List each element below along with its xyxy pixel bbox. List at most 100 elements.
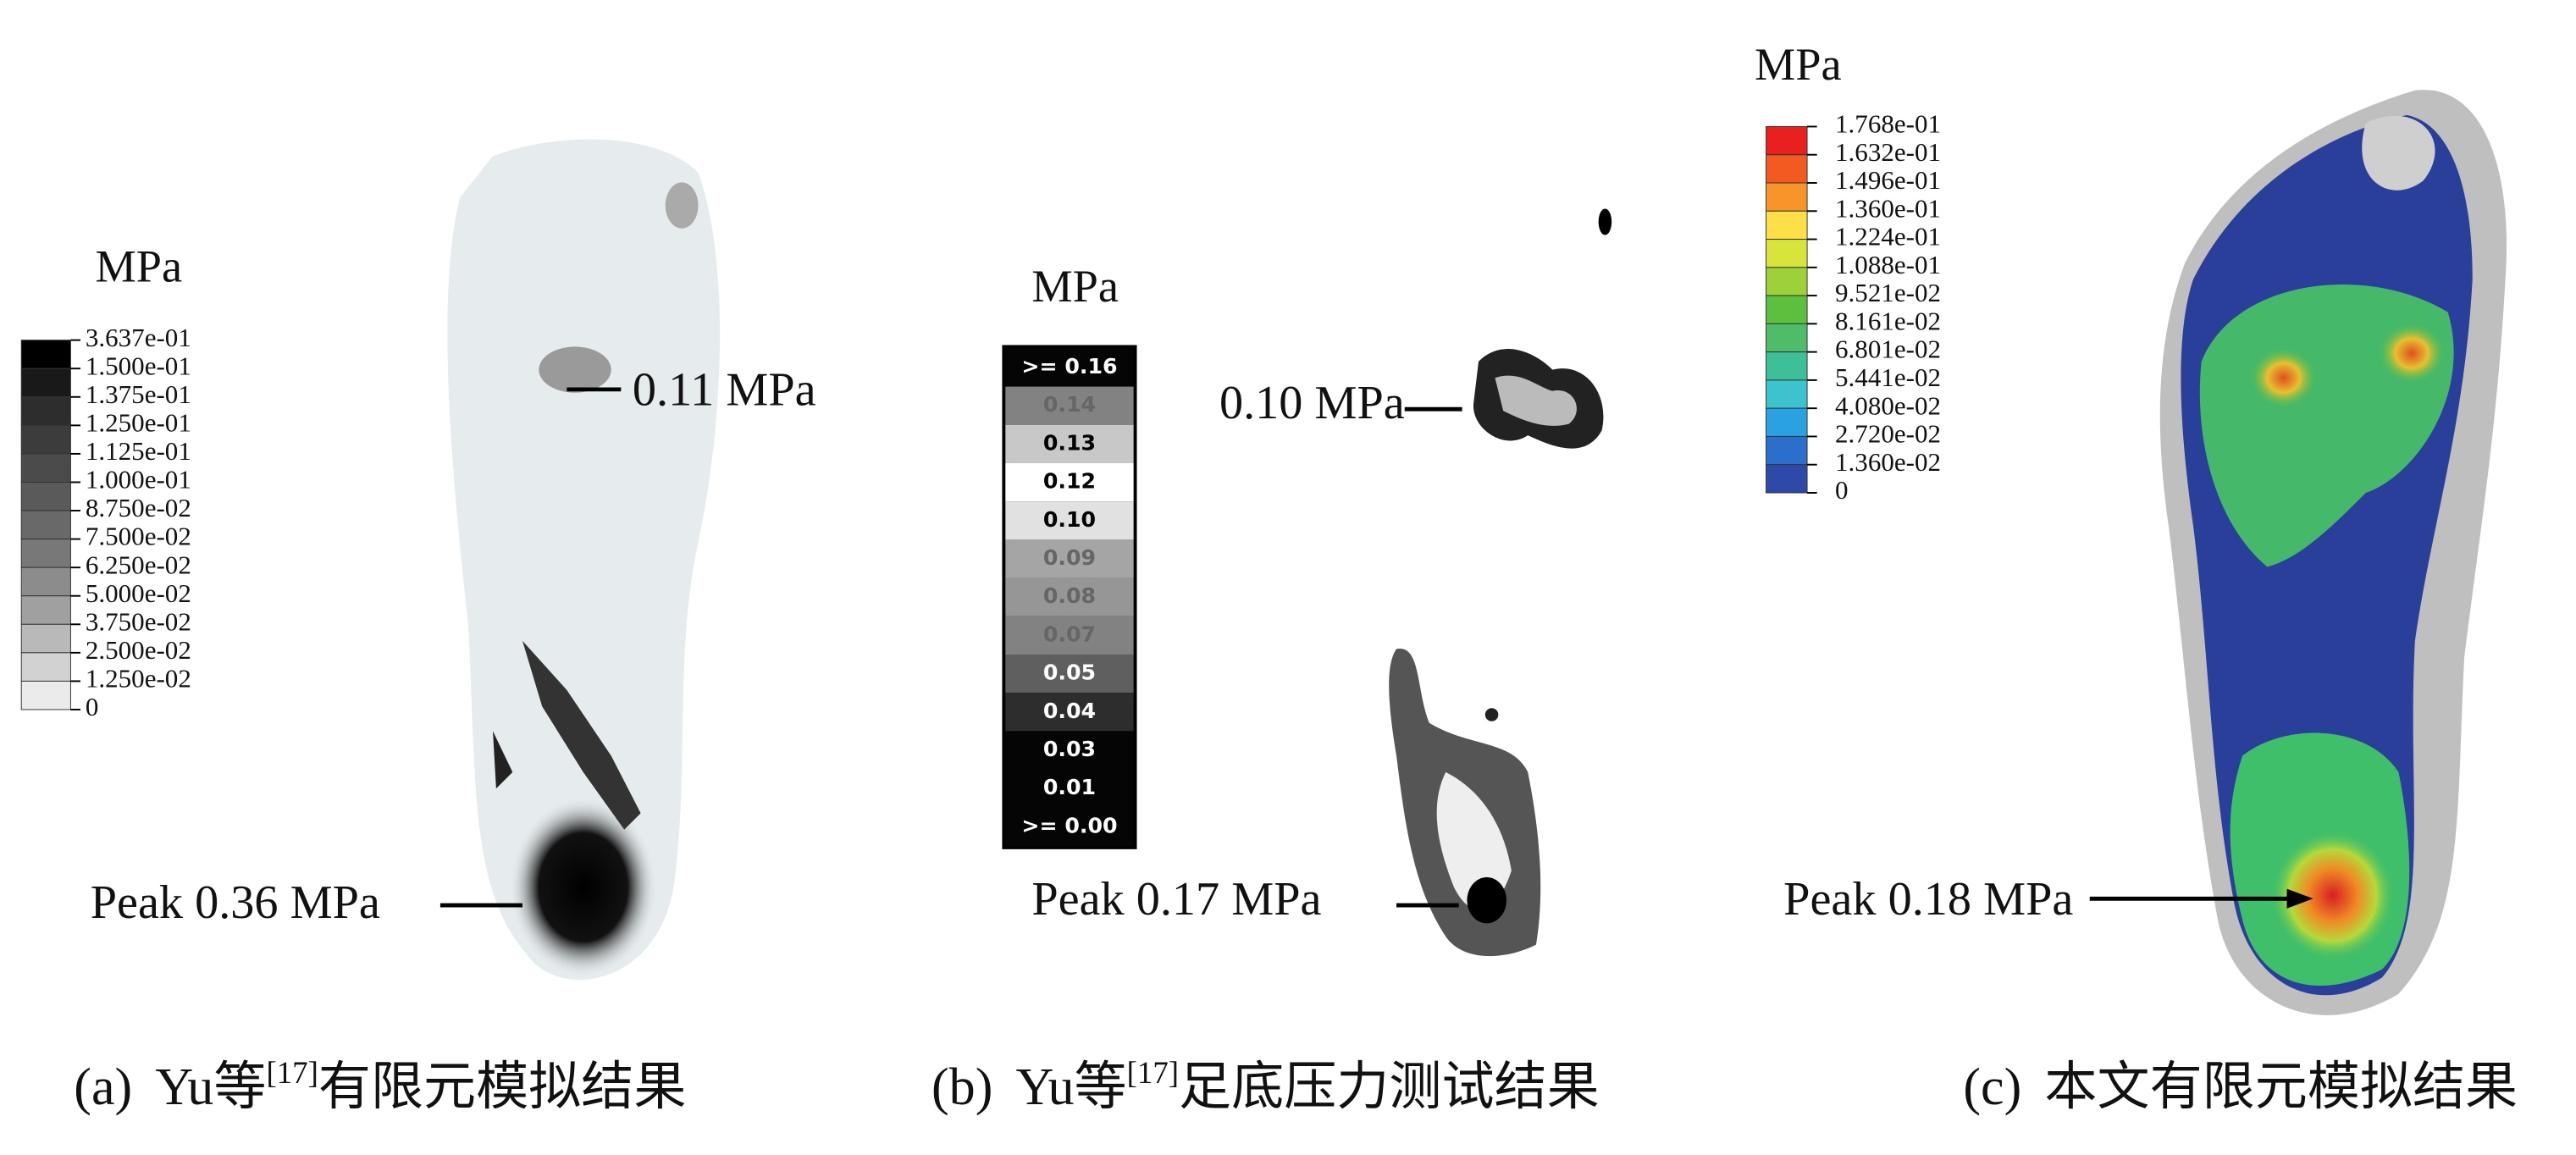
legend-label: 1.768e-01 (1835, 109, 1941, 139)
legend-label: 0.14 (1043, 392, 1096, 417)
legend-cell (1005, 386, 1134, 425)
legend-cell (1005, 578, 1134, 616)
annotation: Peak 0.18 MPa (1783, 873, 2073, 926)
legend-label: 0.07 (1043, 622, 1096, 646)
legend-swatch (20, 340, 71, 369)
legend-label: 1.375e-01 (86, 379, 191, 409)
legend-label: 4.080e-02 (1835, 390, 1941, 420)
caption-text: 足底压力测试结果 (1179, 1058, 1600, 1116)
legend-cell (1005, 807, 1134, 847)
legend-label: 5.441e-02 (1835, 362, 1941, 392)
caption-label: (b) (931, 1058, 992, 1116)
annotation: Peak 0.17 MPa (1031, 873, 1321, 926)
legend-label: 0.09 (1043, 545, 1096, 570)
legend-label: 7.500e-02 (86, 522, 191, 551)
legend-swatch (20, 566, 71, 597)
legend-swatch (20, 453, 71, 483)
panel: MPa >= 0.16 0.14 0.13 0.12 0.10 0.09 0.08 0.07 0.… (931, 261, 1600, 1117)
legend-cell (1005, 501, 1134, 540)
legend-swatch (20, 424, 71, 455)
legend-swatch (1766, 351, 1808, 381)
legend-label: 0.01 (1043, 775, 1096, 799)
legend-label: 8.161e-02 (1835, 306, 1941, 335)
legend-label: 1.224e-01 (1835, 222, 1941, 251)
caption-label: (a) (74, 1058, 132, 1116)
legend-label: 1.250e-01 (86, 407, 191, 437)
panel: MPa1.768e-011.632e-011.496e-011.360e-011… (1755, 39, 2518, 1116)
unit-label: MPa (1031, 261, 1119, 312)
legend-cell (1005, 693, 1134, 732)
legend-label: 6.250e-02 (86, 550, 191, 579)
legend-label: 9.521e-02 (1835, 278, 1941, 307)
legend-swatch (20, 680, 71, 710)
legend-cell (1005, 769, 1134, 808)
caption-ref: [17] (1127, 1055, 1179, 1090)
legend-swatch (1766, 407, 1808, 437)
legend-label: 5.000e-02 (86, 578, 191, 608)
legend-label: 1.125e-01 (86, 436, 191, 466)
panel: MPa3.637e-011.500e-011.375e-011.250e-011… (20, 241, 816, 1116)
legend-label: 6.801e-02 (1835, 334, 1941, 364)
legend-label: >= 0.16 (1021, 354, 1117, 379)
caption: (a) Yu等[17]有限元模拟结果 (74, 1055, 686, 1116)
legend-swatch (20, 396, 71, 426)
annotation: Peak 0.36 MPa (91, 876, 380, 929)
legend-label: >= 0.00 (1021, 813, 1117, 837)
legend-label: 0 (1835, 475, 1849, 505)
legend-swatch (1766, 323, 1808, 353)
caption-text: 有限元模拟结果 (318, 1058, 687, 1116)
legend-label: 0.13 (1043, 430, 1096, 455)
legend-label: 1.360e-02 (1835, 447, 1941, 477)
legend-label: 1.500e-01 (86, 351, 191, 380)
legend-swatch (1766, 267, 1808, 296)
legend-label: 0.04 (1043, 699, 1096, 723)
legend-label: 0 (86, 692, 99, 721)
caption-label: (c) (1963, 1058, 2021, 1116)
legend-cell (1005, 654, 1134, 694)
legend-swatch (20, 623, 71, 654)
legend-swatch (1766, 464, 1808, 494)
legend-swatch (1766, 182, 1808, 212)
legend-label: 0.12 (1043, 469, 1096, 494)
legend-swatch (1766, 239, 1808, 268)
legend-label: 1.000e-01 (86, 465, 191, 495)
foot-model-c (2159, 90, 2507, 1015)
pressure-print-b (1389, 208, 1612, 957)
legend-label: 1.250e-02 (86, 664, 191, 694)
legend-label: 1.632e-01 (1835, 137, 1941, 167)
legend-cell (1005, 462, 1134, 502)
legend-label: 2.720e-02 (1835, 419, 1941, 449)
legend-label: 1.360e-01 (1835, 193, 1941, 223)
annotation: 0.11 MPa (633, 364, 816, 417)
caption: (c) 本文有限元模拟结果 (1963, 1058, 2518, 1116)
legend-swatch (20, 595, 71, 625)
legend-swatch (1766, 295, 1808, 324)
legend-cell (1005, 348, 1134, 387)
legend-label: 0.10 (1043, 507, 1096, 532)
legend-swatch (20, 481, 71, 511)
legend-swatch (1766, 154, 1808, 184)
annotation: 0.10 MPa (1219, 377, 1405, 429)
legend-cell (1005, 731, 1134, 770)
legend-label: 2.500e-02 (86, 635, 191, 665)
legend-swatch (20, 652, 71, 682)
legend-swatch (1766, 379, 1808, 409)
legend-label: 3.750e-02 (86, 606, 191, 636)
legend-label: 1.496e-01 (1835, 165, 1941, 195)
legend-label: 0.08 (1043, 583, 1096, 608)
legend-label: 1.088e-01 (1835, 250, 1941, 279)
unit-label: MPa (96, 241, 183, 292)
legend-label: 8.750e-02 (86, 493, 191, 522)
caption-text: 本文有限元模拟结果 (2044, 1058, 2518, 1116)
legend-swatch (1766, 125, 1808, 156)
legend-label: 0.03 (1043, 737, 1096, 761)
legend-swatch (20, 539, 71, 568)
legend-label: 0.05 (1043, 660, 1096, 685)
unit-label: MPa (1755, 39, 1842, 90)
legend-cell (1005, 539, 1134, 578)
legend-cell (1005, 424, 1134, 463)
foot-map-a (447, 139, 721, 981)
arrow-head (2286, 888, 2313, 909)
